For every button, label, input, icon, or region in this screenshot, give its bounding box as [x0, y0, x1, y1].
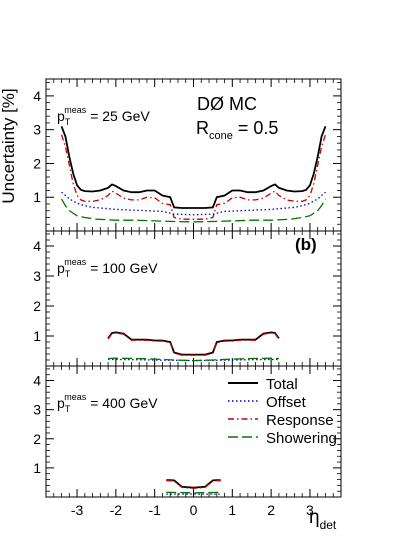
y-tick-label: 3	[33, 122, 41, 138]
legend-label-response: Response	[266, 412, 334, 429]
series-line-showering	[108, 357, 279, 362]
x-tick-label: -1	[148, 502, 161, 518]
x-tick-label: -2	[110, 502, 123, 518]
pt-label-sup: meas	[64, 392, 87, 402]
series-group	[107, 331, 280, 362]
panel-letter: (b)	[295, 235, 317, 254]
pt-label-value: = 100 GeV	[86, 260, 158, 276]
series-group	[166, 479, 221, 495]
annotations: DØ MC Rcone = 0.5	[196, 94, 278, 142]
y-tick-label: 4	[33, 238, 41, 254]
y-tick-label: 4	[33, 373, 41, 389]
y-tick-label: 3	[33, 402, 41, 418]
x-axis-label-main: η	[309, 507, 320, 528]
panel-pt-label: pTmeas = 25 GeV	[57, 105, 150, 127]
y-axis-label: Uncertainty [%]	[0, 88, 18, 203]
pt-label-main: p	[57, 260, 65, 276]
cone-label-sub: cone	[209, 130, 233, 142]
pt-label-main: p	[57, 395, 65, 411]
series-group	[60, 125, 327, 223]
series-line-total	[60, 125, 327, 209]
series-line-showering	[60, 198, 327, 223]
legend-label-showering: Showering	[266, 430, 337, 447]
pt-label-sub: T	[65, 269, 71, 279]
shared-axis-labels: Uncertainty [%] ηdet	[0, 88, 337, 532]
experiment-label: DØ MC	[197, 94, 257, 114]
pt-label-value: = 25 GeV	[86, 108, 150, 124]
x-tick-label: 1	[228, 502, 236, 518]
series-line-offset	[61, 191, 326, 216]
pt-label-sub: T	[65, 117, 71, 127]
series-line-response	[166, 480, 221, 489]
cone-size-label: Rcone = 0.5	[196, 118, 278, 142]
x-tick-label: 0	[190, 502, 198, 518]
y-tick-label: 1	[33, 189, 41, 205]
x-tick-label: -3	[71, 502, 84, 518]
panel-pt-label: pTmeas = 400 GeV	[57, 392, 158, 414]
pt-label-sup: meas	[64, 257, 87, 267]
y-tick-label: 3	[33, 268, 41, 284]
series-line-response	[107, 332, 280, 356]
cone-label-main: R	[196, 118, 209, 138]
y-tick-label: 2	[33, 155, 41, 171]
series-line-response	[60, 134, 327, 220]
pt-label-sub: T	[65, 404, 71, 414]
series-line-total	[107, 331, 280, 356]
y-tick-label: 1	[33, 328, 41, 344]
legend-label-offset: Offset	[266, 394, 307, 411]
y-tick-label: 2	[33, 431, 41, 447]
x-axis-label-sub: det	[320, 518, 337, 532]
x-axis-label: ηdet	[309, 507, 337, 532]
y-tick-label: 4	[33, 88, 41, 104]
x-tick-label: 3	[306, 502, 314, 518]
y-tick-label: 2	[33, 298, 41, 314]
pt-label-sup: meas	[64, 105, 87, 115]
series-line-showering	[166, 491, 221, 494]
y-tick-label: 1	[33, 460, 41, 476]
legend-label-total: Total	[266, 376, 298, 393]
panel-pt-label: pTmeas = 100 GeV	[57, 257, 158, 279]
pt-label-main: p	[57, 108, 65, 124]
pt-label-value: = 400 GeV	[86, 395, 158, 411]
cone-label-value: = 0.5	[233, 118, 279, 138]
x-tick-label: 2	[267, 502, 275, 518]
